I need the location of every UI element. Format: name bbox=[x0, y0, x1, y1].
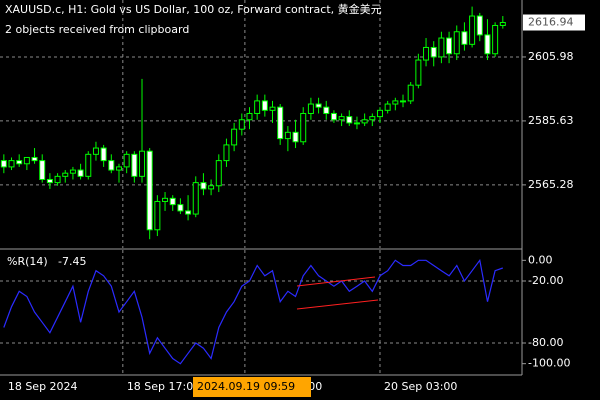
candle-body bbox=[438, 37, 445, 58]
candle-body bbox=[300, 112, 307, 143]
candle-body bbox=[62, 172, 69, 177]
candle-body bbox=[307, 103, 314, 114]
y-tick-label: 0.00 bbox=[528, 253, 553, 266]
candle-body bbox=[361, 119, 368, 124]
candle-body bbox=[200, 182, 207, 190]
candle-body bbox=[231, 128, 238, 146]
indicator-title: %R(14) bbox=[7, 255, 48, 268]
candle-body bbox=[100, 147, 107, 162]
candle-body bbox=[77, 169, 84, 177]
candle-body bbox=[31, 156, 38, 162]
y-tick-label: 2565.28 bbox=[528, 178, 574, 191]
candle-body bbox=[269, 106, 276, 111]
candle-body bbox=[23, 156, 30, 165]
x-tick-label: 18 Sep 17:00 bbox=[127, 380, 200, 393]
candle-body bbox=[8, 160, 15, 168]
plot: 2565.28 2585.63 2605.98 0.00 -20.00 -80.00 -10… bbox=[0, 0, 574, 374]
indicator-value: -7.45 bbox=[58, 255, 86, 268]
candle-body bbox=[284, 131, 291, 140]
candle-body bbox=[338, 116, 345, 121]
candle-body bbox=[323, 106, 330, 114]
candle-body bbox=[415, 59, 422, 86]
candle-body bbox=[115, 166, 122, 171]
trend-line bbox=[296, 276, 376, 287]
candle-body bbox=[0, 160, 7, 168]
candle-body bbox=[162, 197, 169, 202]
candle-body bbox=[492, 24, 499, 55]
candle-body bbox=[407, 84, 414, 102]
current-price-box bbox=[523, 14, 585, 31]
candle-body bbox=[16, 160, 23, 165]
candle-body bbox=[54, 175, 61, 184]
candle-body bbox=[177, 204, 184, 212]
candle-body bbox=[69, 169, 76, 174]
candle-body bbox=[123, 153, 130, 168]
candle-body bbox=[384, 103, 391, 111]
candle-body bbox=[208, 185, 215, 190]
candle-body bbox=[139, 150, 146, 177]
candle-body bbox=[315, 103, 322, 108]
candle-body bbox=[215, 160, 222, 187]
x-tick-label: 20 Sep 03:00 bbox=[384, 380, 457, 393]
candle-body bbox=[346, 116, 353, 124]
candle-body bbox=[39, 160, 46, 180]
candle-body bbox=[453, 31, 460, 55]
candle-body bbox=[46, 178, 53, 184]
candle-body bbox=[392, 100, 399, 105]
x-tick-label: 18 Sep 2024 bbox=[8, 380, 78, 393]
candle-body bbox=[277, 106, 284, 140]
y-tick-label: -80.00 bbox=[528, 336, 563, 349]
y-tick-label: 2605.98 bbox=[528, 50, 574, 63]
candle-body bbox=[461, 31, 468, 45]
candle-body bbox=[430, 46, 437, 58]
candle-body bbox=[400, 100, 407, 103]
candle-body bbox=[369, 116, 376, 121]
candle-body bbox=[446, 37, 453, 55]
candle-body bbox=[423, 46, 430, 61]
candle-body bbox=[223, 144, 230, 162]
crosshair-label: 2024.09.19 09:59 bbox=[197, 380, 295, 393]
candle-body bbox=[476, 15, 483, 36]
candle-body bbox=[154, 200, 161, 231]
trend-line bbox=[296, 299, 379, 310]
candle-body bbox=[499, 22, 506, 26]
candle-body bbox=[376, 109, 383, 118]
chart-title: XAUUSD.c, H1: Gold vs US Dollar, 100 oz,… bbox=[5, 2, 382, 16]
candle-body bbox=[108, 160, 115, 171]
candle-body bbox=[131, 153, 138, 177]
candle-body bbox=[484, 34, 491, 55]
candle-body bbox=[292, 131, 299, 143]
y-tick-label: 2585.63 bbox=[528, 114, 574, 127]
candle-body bbox=[92, 147, 99, 155]
candle-body bbox=[254, 100, 261, 114]
candle-body bbox=[246, 112, 253, 121]
candle-body bbox=[185, 210, 192, 215]
candle-body bbox=[169, 197, 176, 206]
candle-body bbox=[192, 182, 199, 215]
candle-body bbox=[146, 150, 153, 231]
candle-body bbox=[261, 100, 268, 111]
candle-body bbox=[353, 122, 360, 125]
candle-body bbox=[238, 119, 245, 130]
indicator-line bbox=[3, 258, 503, 365]
candle-body bbox=[330, 112, 337, 121]
y-tick-label: -20.00 bbox=[528, 274, 563, 287]
candle-body bbox=[469, 15, 476, 45]
y-tick-label: -100.00 bbox=[528, 357, 570, 370]
candle-body bbox=[85, 153, 92, 177]
current-price-label: 2616.94 bbox=[528, 16, 574, 29]
status-message: 2 objects received from clipboard bbox=[5, 23, 189, 36]
crosshair-box bbox=[193, 377, 311, 397]
